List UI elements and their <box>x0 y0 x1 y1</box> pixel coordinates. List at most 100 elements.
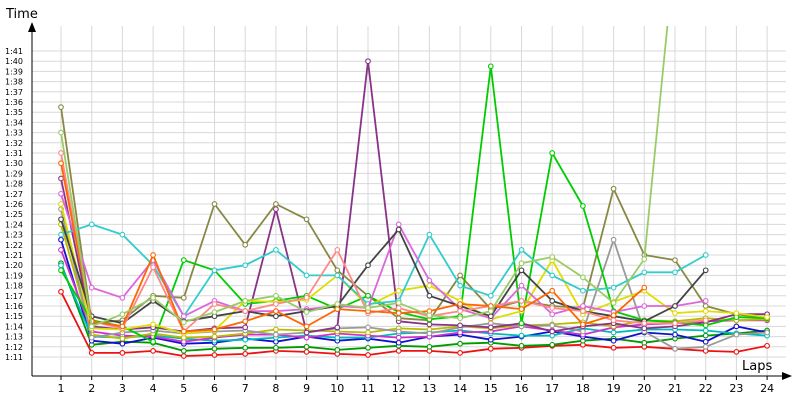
x-axis-arrow <box>782 372 792 380</box>
data-point <box>518 342 525 349</box>
data-point <box>549 305 556 311</box>
data-point <box>610 312 617 319</box>
data-point <box>119 294 126 301</box>
data-point <box>733 323 740 330</box>
data-point <box>610 284 617 291</box>
x-tick-label: 23 <box>729 382 743 395</box>
y-tick-label: 1:24 <box>5 220 23 229</box>
y-tick-label: 1:41 <box>5 47 23 56</box>
data-point <box>180 319 187 326</box>
data-point <box>395 315 402 322</box>
x-tick-label: 11 <box>361 382 375 395</box>
data-point <box>150 348 156 354</box>
data-point <box>518 332 525 339</box>
series-line <box>60 208 768 350</box>
data-point <box>426 292 433 299</box>
x-tick-label: 22 <box>699 382 713 395</box>
data-point <box>211 309 218 315</box>
data-point <box>303 323 310 330</box>
data-point <box>242 262 249 269</box>
data-point <box>641 269 648 276</box>
data-point <box>334 247 341 253</box>
data-point <box>365 262 371 269</box>
data-point <box>180 328 187 335</box>
data-point <box>365 58 371 65</box>
data-point <box>672 303 678 309</box>
x-tick-label: 2 <box>88 382 95 395</box>
y-tick-label: 1:34 <box>5 118 23 127</box>
x-tick-label: 15 <box>484 382 498 395</box>
data-point <box>457 340 463 347</box>
axes: Time Laps <box>5 7 792 380</box>
x-tick-label: 8 <box>272 382 279 395</box>
data-point <box>303 294 310 301</box>
data-point <box>211 201 218 207</box>
data-point <box>487 292 494 299</box>
data-point <box>150 338 156 345</box>
data-point <box>702 303 709 309</box>
x-tick-label: 1 <box>58 382 65 395</box>
data-point <box>242 308 249 314</box>
data-point <box>273 301 279 307</box>
y-tick-label: 1:12 <box>5 343 23 352</box>
y-ticks: 1:111:121:13 1:141:151:161:171:18 1:191:20… <box>5 47 23 362</box>
data-point <box>672 320 678 327</box>
data-point <box>273 331 279 338</box>
x-tick-label: 24 <box>760 382 774 395</box>
series-line <box>60 291 768 357</box>
data-point <box>211 301 218 307</box>
series-1 <box>58 288 770 359</box>
data-point <box>457 329 463 336</box>
data-point <box>641 325 648 332</box>
data-point <box>303 343 310 350</box>
data-point <box>211 267 218 274</box>
y-axis-arrow <box>28 22 36 32</box>
data-point <box>119 350 126 356</box>
data-point <box>702 267 709 274</box>
y-tick-label: 1:22 <box>5 241 23 250</box>
data-point <box>580 308 586 314</box>
data-point <box>303 309 310 315</box>
x-tick-label: 4 <box>150 382 157 395</box>
data-point <box>426 330 433 337</box>
data-point <box>549 254 556 260</box>
y-tick-label: 1:40 <box>5 57 23 66</box>
x-axis-title: Laps <box>742 359 772 374</box>
data-point <box>119 335 126 342</box>
data-point <box>395 226 402 233</box>
y-tick-label: 1:13 <box>5 333 23 342</box>
data-point <box>242 336 249 343</box>
y-tick-label: 1:17 <box>5 292 23 301</box>
data-point <box>119 231 126 238</box>
data-point <box>610 185 617 192</box>
data-point <box>395 300 402 306</box>
data-point <box>273 201 279 207</box>
data-point <box>58 104 64 110</box>
data-point <box>487 63 494 70</box>
x-tick-label: 18 <box>576 382 590 395</box>
data-point <box>733 331 740 338</box>
data-point <box>518 320 525 327</box>
data-point <box>395 287 402 294</box>
data-point <box>457 282 463 289</box>
data-point <box>273 326 279 333</box>
data-point <box>58 216 64 223</box>
y-tick-label: 1:28 <box>5 180 23 189</box>
series-16 <box>58 160 648 335</box>
data-point <box>457 350 463 356</box>
data-point <box>426 277 433 284</box>
data-point <box>211 326 218 333</box>
data-point <box>549 150 556 156</box>
series-line <box>60 163 645 333</box>
x-tick-label: 5 <box>180 382 187 395</box>
data-point <box>457 272 463 279</box>
y-tick-label: 1:20 <box>5 261 23 270</box>
data-point <box>395 221 402 228</box>
y-tick-label: 1:35 <box>5 108 23 117</box>
data-point <box>764 314 770 321</box>
data-point <box>672 331 678 338</box>
x-ticks: 1 2 3 4 5 6 7 8 9 10 11 12 13 14 15 16 17 18 19 20 21 22 23 24 <box>58 376 774 395</box>
data-point <box>733 310 740 316</box>
data-point <box>610 300 617 306</box>
